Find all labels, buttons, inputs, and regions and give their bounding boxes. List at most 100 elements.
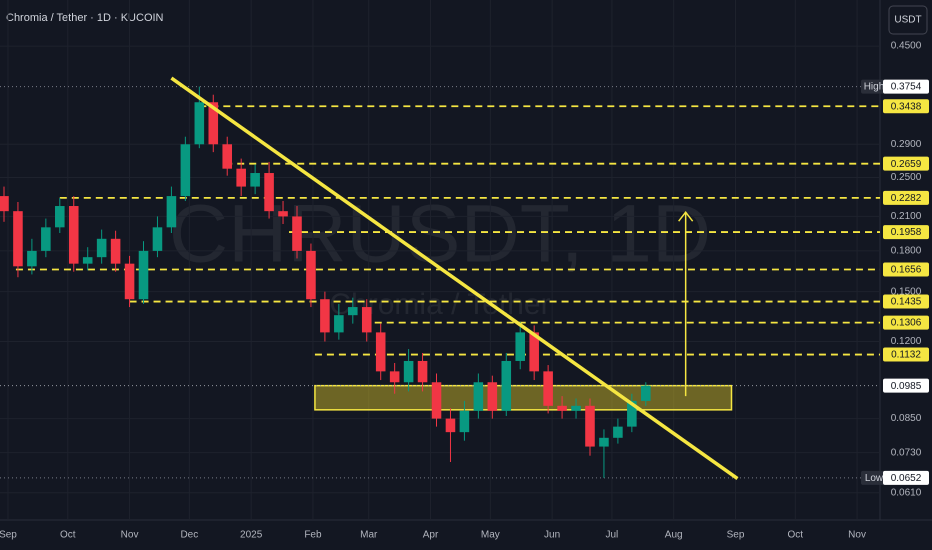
candle-body bbox=[431, 382, 442, 419]
price-label-box bbox=[883, 225, 929, 240]
candle-body bbox=[627, 400, 637, 427]
candle-body bbox=[515, 332, 526, 361]
price-label: 0.1435 bbox=[891, 297, 922, 308]
x-tick-label: Apr bbox=[423, 530, 439, 541]
y-tick-label: 0.1800 bbox=[891, 246, 922, 257]
candle-body bbox=[0, 196, 9, 212]
y-tick-label: 0.1500 bbox=[891, 286, 922, 297]
candle-body bbox=[529, 332, 539, 372]
candle-body bbox=[599, 437, 609, 447]
y-tick-label: 0.2100 bbox=[891, 211, 922, 222]
candle-body bbox=[459, 410, 470, 433]
price-label-box bbox=[883, 347, 929, 362]
watermark: CHRUSDT, 1D bbox=[169, 189, 711, 280]
price-label: 0.2659 bbox=[891, 159, 922, 170]
x-tick-label: Dec bbox=[180, 530, 198, 541]
candle-body bbox=[389, 371, 400, 383]
candle-body bbox=[543, 371, 553, 406]
x-tick-label: Oct bbox=[788, 530, 804, 541]
candle-body bbox=[13, 211, 23, 267]
candle-body bbox=[152, 227, 163, 251]
price-label-box bbox=[883, 470, 929, 485]
price-label: 0.3754 bbox=[891, 82, 922, 93]
marker-text: Low bbox=[865, 473, 884, 484]
candle-body bbox=[264, 173, 274, 212]
candle-body bbox=[501, 360, 512, 411]
price-label-box bbox=[883, 99, 929, 114]
x-tick-label: Jun bbox=[544, 530, 560, 541]
candle-body bbox=[166, 196, 177, 228]
candle-body bbox=[278, 211, 288, 217]
candle-body bbox=[557, 405, 567, 411]
price-label-box bbox=[883, 262, 929, 277]
candle-body bbox=[292, 216, 302, 251]
price-label-box bbox=[883, 156, 929, 171]
x-tick-label: Mar bbox=[360, 530, 378, 541]
price-label: 0.2282 bbox=[891, 193, 922, 204]
candle-body bbox=[194, 102, 205, 145]
candle-body bbox=[487, 382, 498, 411]
candle-body bbox=[473, 382, 484, 411]
candle-body bbox=[334, 315, 344, 333]
candle-body bbox=[124, 263, 135, 300]
x-tick-label: Jul bbox=[606, 530, 619, 541]
price-label-box bbox=[883, 294, 929, 309]
x-tick-label: Sep bbox=[727, 530, 745, 541]
arrow-head bbox=[678, 210, 694, 222]
candle-body bbox=[375, 332, 386, 372]
candle-body bbox=[222, 144, 233, 169]
currency-button[interactable] bbox=[888, 5, 928, 35]
candle-body bbox=[585, 405, 595, 447]
candle-body bbox=[361, 307, 372, 333]
x-tick-label: Aug bbox=[665, 530, 683, 541]
y-tick-label: 0.0850 bbox=[891, 413, 922, 424]
y-tick-label: 0.2900 bbox=[891, 139, 922, 150]
candle-body bbox=[55, 206, 65, 228]
x-tick-label: Feb bbox=[304, 530, 322, 541]
price-label-box bbox=[883, 315, 929, 330]
y-tick-label: 0.4500 bbox=[891, 41, 922, 52]
price-label-box bbox=[883, 378, 929, 393]
candle-body bbox=[68, 206, 79, 264]
support-zone bbox=[314, 384, 733, 411]
price-label: 0.1958 bbox=[891, 227, 922, 238]
chart-title: Chromia / Tether · 1D · KUCOIN bbox=[6, 12, 164, 24]
x-tick-label: May bbox=[481, 530, 500, 541]
price-label: 0.3438 bbox=[891, 101, 922, 112]
price-label: 0.0985 bbox=[891, 381, 922, 392]
candle-body bbox=[320, 299, 330, 333]
candle-body bbox=[250, 173, 260, 187]
price-label-box bbox=[883, 79, 929, 94]
currency-label[interactable]: USDT bbox=[894, 15, 921, 26]
marker-tag bbox=[861, 79, 887, 94]
x-tick-label: Oct bbox=[60, 530, 76, 541]
candle-body bbox=[613, 426, 623, 438]
x-tick-label: Sep bbox=[0, 530, 17, 541]
candle-body bbox=[82, 257, 93, 264]
candle-body bbox=[110, 238, 121, 264]
candle-body bbox=[180, 144, 191, 197]
price-label: 0.1132 bbox=[891, 350, 921, 361]
candle-body bbox=[306, 250, 316, 300]
marker-text: High bbox=[864, 82, 885, 93]
candle-body bbox=[348, 307, 358, 316]
trendline bbox=[170, 76, 739, 480]
candle-body bbox=[41, 227, 51, 251]
x-tick-label: 2025 bbox=[240, 530, 263, 541]
candle-body bbox=[138, 250, 149, 300]
x-tick-label: Nov bbox=[121, 530, 139, 541]
y-tick-label: 0.0610 bbox=[891, 487, 922, 498]
candle-body bbox=[571, 405, 581, 411]
marker-tag bbox=[861, 470, 887, 485]
price-label-box bbox=[883, 190, 929, 205]
price-label: 0.0652 bbox=[891, 473, 922, 484]
y-tick-label: 0.2500 bbox=[891, 172, 922, 183]
y-tick-label: 0.1200 bbox=[891, 336, 922, 347]
candle-body bbox=[208, 102, 219, 145]
price-label: 0.1306 bbox=[891, 318, 922, 329]
candle-body bbox=[445, 418, 456, 433]
y-tick-label: 0.0730 bbox=[891, 447, 922, 458]
candle-body bbox=[236, 168, 246, 187]
